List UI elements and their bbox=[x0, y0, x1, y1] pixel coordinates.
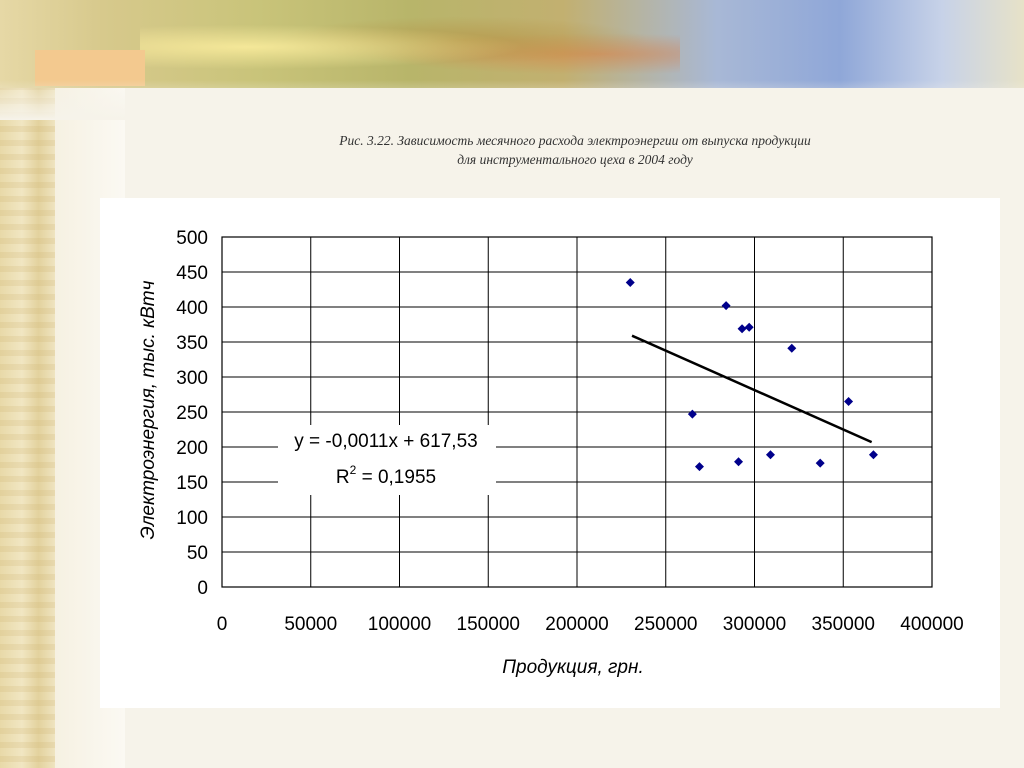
x-tick-label: 300000 bbox=[723, 614, 786, 635]
y-tick-label: 450 bbox=[176, 263, 208, 284]
x-tick-label: 250000 bbox=[634, 614, 697, 635]
data-point bbox=[815, 458, 825, 468]
grid-lines bbox=[221, 236, 933, 588]
r-squared-label: R2 = 0,1955 bbox=[336, 463, 436, 488]
figure-caption: Рис. 3.22. Зависимость месячного расхода… bbox=[200, 131, 950, 169]
decorative-left-strip bbox=[0, 0, 55, 768]
x-tick-label: 50000 bbox=[284, 614, 337, 635]
x-tick-labels: 0 50000 100000 150000 200000 250000 300000 3500… bbox=[217, 614, 964, 635]
y-tick-label: 50 bbox=[187, 543, 208, 564]
data-points bbox=[625, 278, 878, 472]
data-point bbox=[625, 278, 635, 287]
x-axis-title: Продукция, грн. bbox=[502, 657, 643, 678]
data-point bbox=[744, 322, 754, 332]
data-point bbox=[721, 301, 731, 311]
y-tick-label: 0 bbox=[197, 578, 208, 599]
y-tick-label: 150 bbox=[176, 473, 208, 494]
y-tick-label: 400 bbox=[176, 298, 208, 319]
x-tick-label: 200000 bbox=[545, 614, 608, 635]
equation-background bbox=[278, 425, 496, 495]
scatter-chart: 0 50 100 150 200 250 300 350 400 450 500 0 50000 100… bbox=[138, 228, 964, 678]
plot-area-frame bbox=[221, 236, 933, 588]
x-tick-label: 400000 bbox=[900, 614, 963, 635]
decorative-banner-fade bbox=[0, 80, 1024, 120]
data-point bbox=[687, 409, 697, 419]
r-squared-value: = 0,1955 bbox=[356, 467, 436, 488]
caption-line-2: для инструментального цеха в 2004 году bbox=[457, 152, 693, 167]
caption-line-1: Рис. 3.22. Зависимость месячного расхода… bbox=[339, 133, 811, 148]
data-point bbox=[737, 324, 747, 334]
y-tick-label: 300 bbox=[176, 368, 208, 389]
data-point bbox=[734, 457, 744, 467]
y-tick-label: 100 bbox=[176, 508, 208, 529]
decorative-header-banner bbox=[0, 0, 1024, 88]
trendline-equation-label: y = -0,0011x + 617,53 R2 = 0,1955 bbox=[278, 425, 496, 495]
y-tick-label: 350 bbox=[176, 333, 208, 354]
x-tick-label: 0 bbox=[217, 614, 228, 635]
data-point bbox=[765, 450, 775, 460]
y-tick-label: 200 bbox=[176, 438, 208, 459]
chart-panel: 0 50 100 150 200 250 300 350 400 450 500 0 50000 100… bbox=[100, 198, 1000, 708]
y-tick-label: 250 bbox=[176, 403, 208, 424]
data-point bbox=[787, 343, 797, 353]
y-tick-labels: 0 50 100 150 200 250 300 350 400 450 500 bbox=[176, 228, 208, 599]
x-tick-label: 350000 bbox=[812, 614, 875, 635]
y-axis-title: Электроэнергия, тыс. кВтч bbox=[138, 280, 159, 539]
trend-line bbox=[631, 334, 873, 444]
data-point bbox=[694, 462, 704, 472]
x-tick-label: 100000 bbox=[368, 614, 431, 635]
r-squared-superscript: 2 bbox=[350, 463, 357, 477]
y-tick-label: 500 bbox=[176, 228, 208, 249]
r-squared-symbol: R bbox=[336, 467, 350, 488]
trendline-equation: y = -0,0011x + 617,53 bbox=[294, 431, 477, 452]
data-point bbox=[868, 450, 878, 460]
data-point bbox=[844, 397, 854, 406]
x-tick-label: 150000 bbox=[457, 614, 520, 635]
